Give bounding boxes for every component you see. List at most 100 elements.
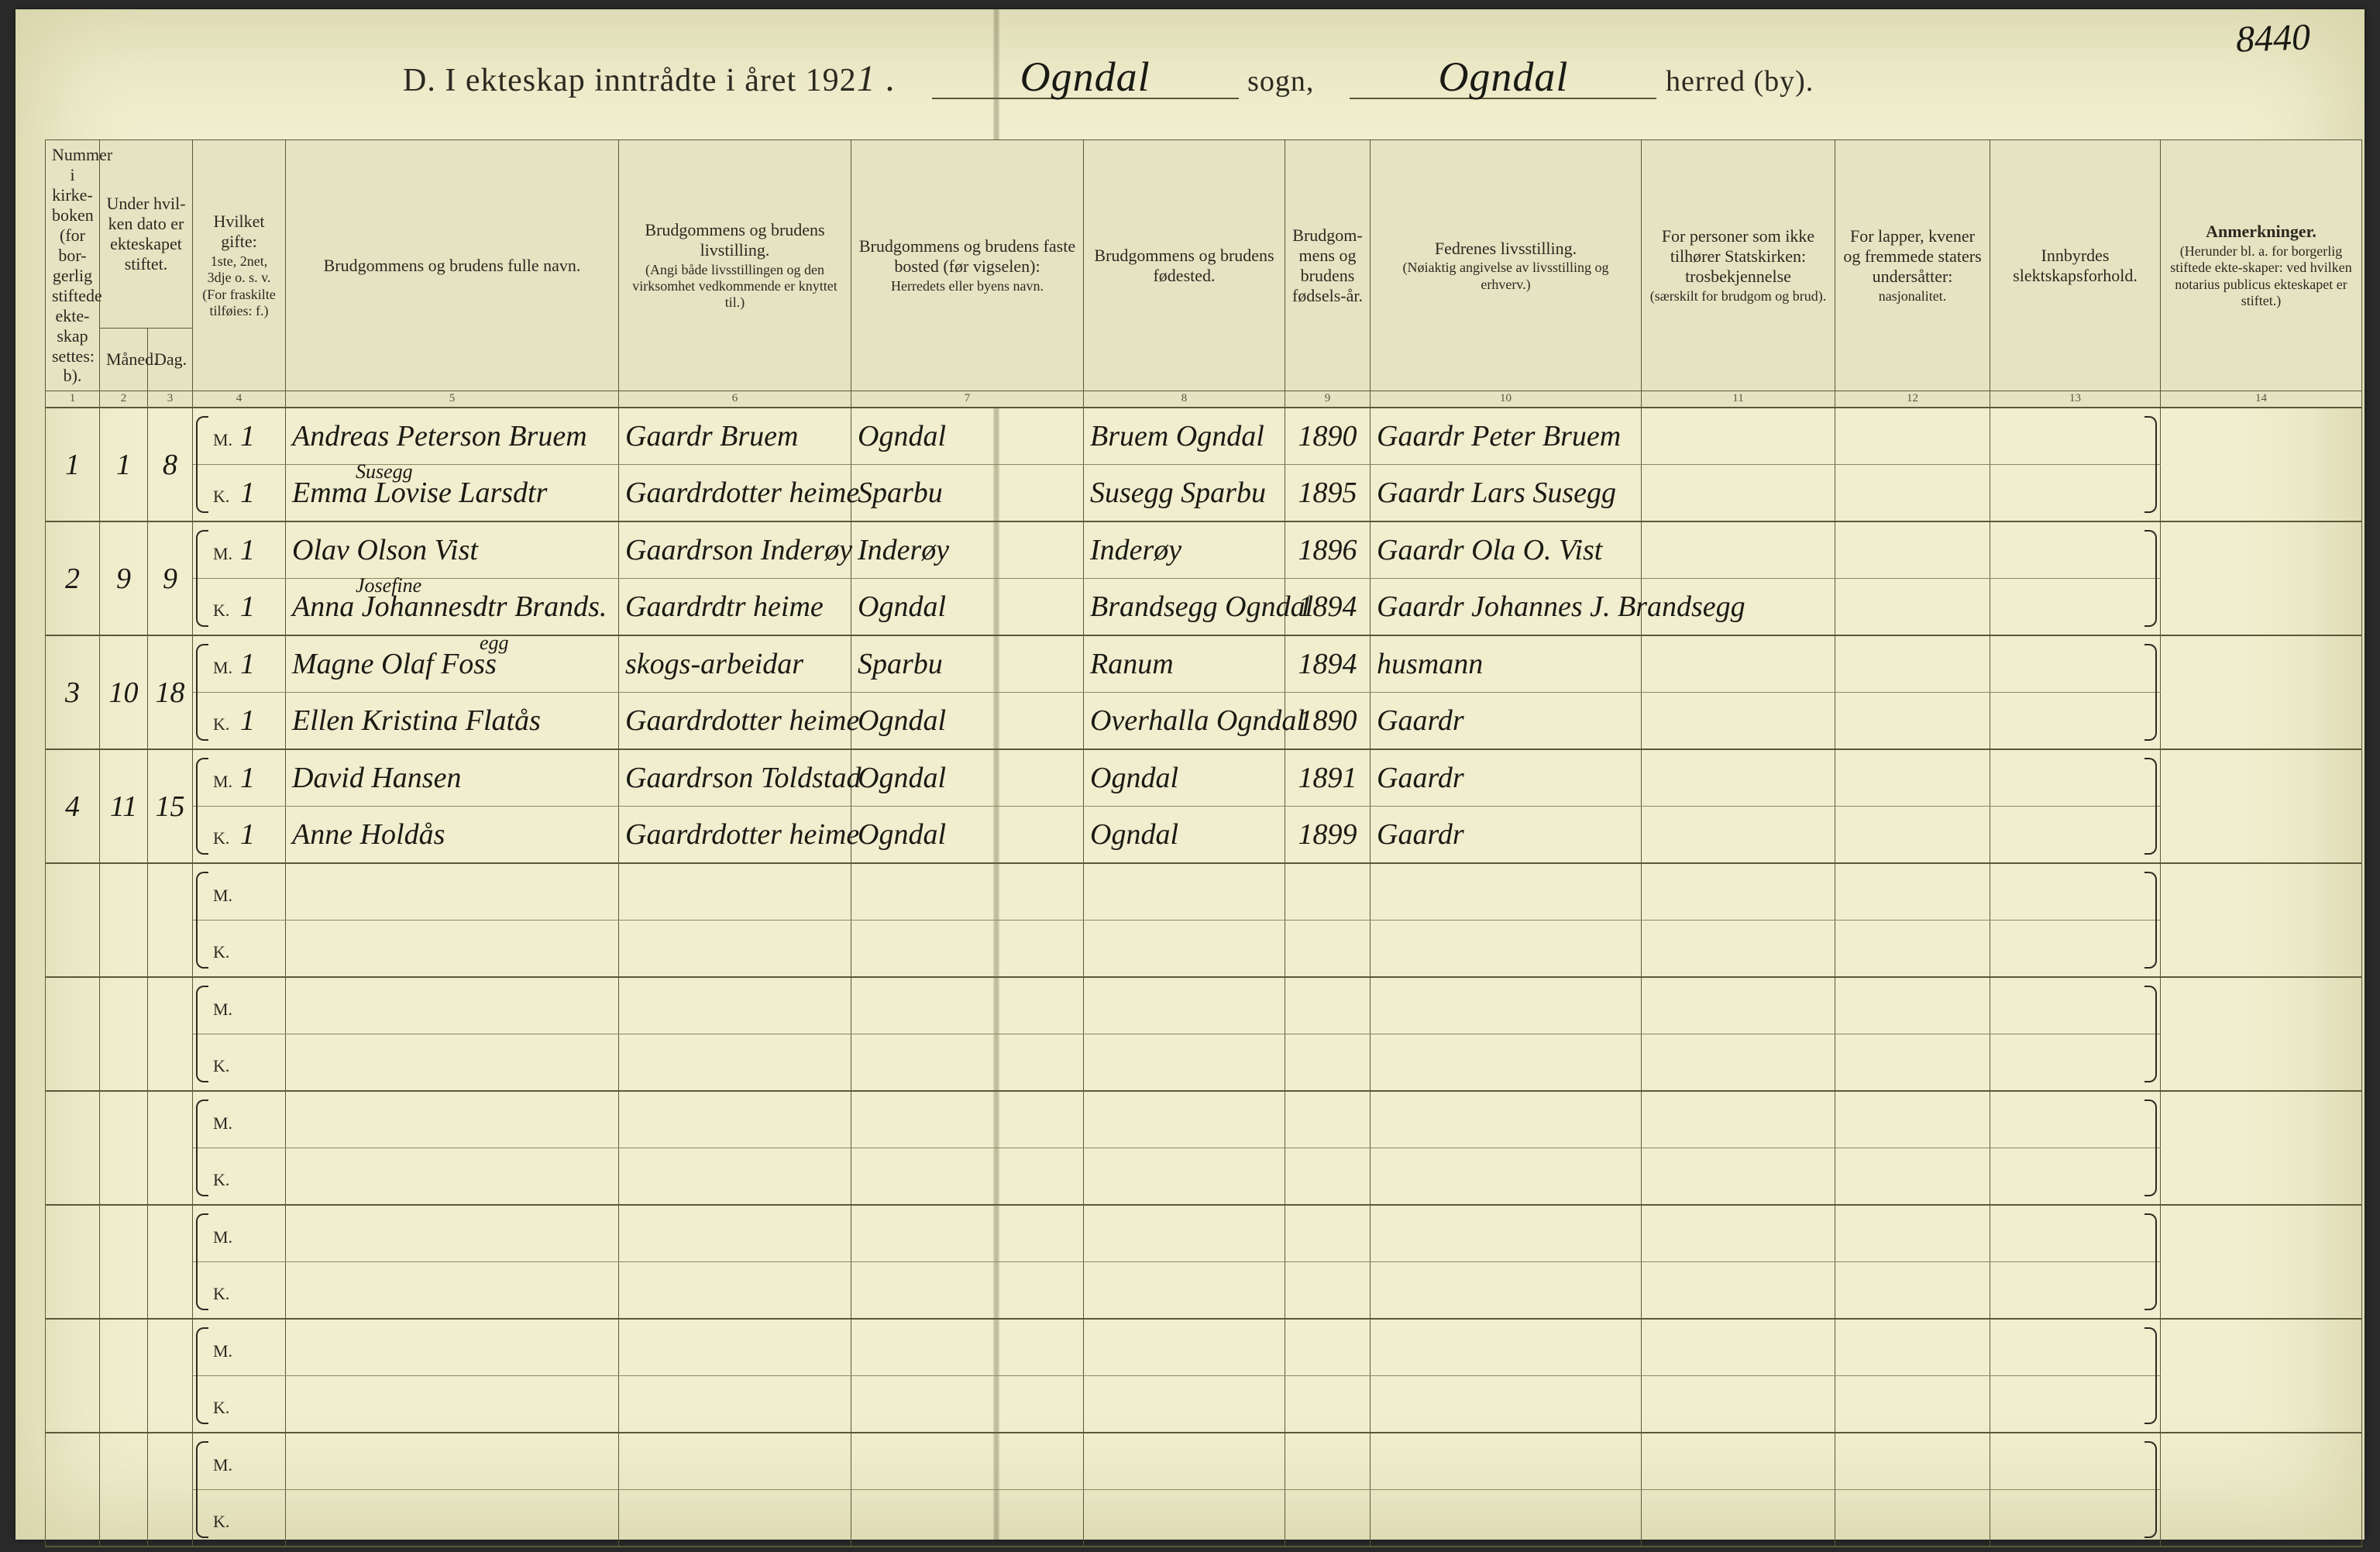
entry-slekt-k (1990, 1376, 2161, 1433)
entry-slekt-k (1990, 1034, 2161, 1092)
entry-ar-m (1285, 1091, 1371, 1148)
entry-slekt-m (1990, 977, 2161, 1034)
entry-anm (2161, 863, 2362, 977)
entry-navn-m: Olav Olson Vist (286, 521, 619, 579)
entry-nasj-m (1835, 635, 1990, 693)
entry-maned: 11 (100, 749, 148, 863)
entry-bosted-m (851, 1433, 1084, 1490)
entry-tros-k (1642, 1262, 1835, 1320)
entry-slekt-m (1990, 863, 2161, 921)
entry-tros-k (1642, 693, 1835, 750)
entry-gifte-m: M. 1 (193, 521, 286, 579)
entry-slekt-m (1990, 749, 2161, 807)
entry-fodested-m (1084, 1205, 1285, 1262)
entry-maned (100, 1205, 148, 1319)
entry-fodested-m: Ogndal (1084, 749, 1285, 807)
entry-livst-k (619, 921, 851, 978)
entry-tros-k (1642, 1376, 1835, 1433)
entry-slekt-m (1990, 1091, 2161, 1148)
entry-navn-k (286, 1148, 619, 1206)
title-herred-value: Ogndal (1350, 56, 1656, 99)
hdr-4: Hvilket gifte:1ste, 2net, 3dje o. s. v. … (193, 140, 286, 391)
entry-far-m (1371, 1205, 1642, 1262)
entry-anm (2161, 635, 2362, 749)
table-row: M. (46, 1319, 2362, 1376)
entry-ar-k (1285, 1148, 1371, 1206)
entry-far-m (1371, 1091, 1642, 1148)
entry-navn-k (286, 1490, 619, 1547)
entry-fodested-m: Bruem Ogndal (1084, 408, 1285, 465)
entry-dag (148, 1319, 193, 1433)
entry-slekt-k (1990, 921, 2161, 978)
entry-bosted-m (851, 863, 1084, 921)
table-row: 299M. 1Olav Olson VistGaard­rson Inderøy… (46, 521, 2362, 579)
entry-far-k: Gaard­r (1371, 693, 1642, 750)
entry-slekt-m (1990, 1205, 2161, 1262)
entry-slekt-k (1990, 807, 2161, 864)
entry-nasj-m (1835, 1091, 1990, 1148)
title-sogn-value: Ogndal (932, 56, 1239, 99)
register-page: 8440 D. I ekteskap inntrådte i året 1921… (15, 9, 2365, 1540)
entry-fodested-k (1084, 1376, 1285, 1433)
entry-far-k (1371, 921, 1642, 978)
entry-navn-k (286, 1262, 619, 1320)
entry-slekt-m (1990, 408, 2161, 465)
entry-dag (148, 977, 193, 1091)
title-sogn-label: sogn, (1247, 65, 1314, 98)
entry-bosted-m (851, 977, 1084, 1034)
entry-maned (100, 1433, 148, 1547)
table-row: K. (46, 921, 2362, 978)
entry-ar-k (1285, 1034, 1371, 1092)
entry-bosted-m: Inderøy (851, 521, 1084, 579)
entry-bosted-k: Sparbu (851, 465, 1084, 522)
entry-bosted-m (851, 1091, 1084, 1148)
entry-fodested-m (1084, 977, 1285, 1034)
entry-nummer: 2 (46, 521, 100, 635)
entry-maned: 9 (100, 521, 148, 635)
entry-nummer: 3 (46, 635, 100, 749)
entry-nasj-k (1835, 1262, 1990, 1320)
entry-bosted-m: Ogndal (851, 749, 1084, 807)
entry-nummer (46, 1319, 100, 1433)
entry-nummer (46, 1091, 100, 1205)
entry-gifte-k: K. (193, 1034, 286, 1092)
entry-navn-k (286, 921, 619, 978)
table-row: 41115M. 1David HansenGaard­rson Toldstad… (46, 749, 2362, 807)
entry-gifte-k: K. (193, 921, 286, 978)
entry-navn-m: Magne Olaf Fossegg (286, 635, 619, 693)
entry-dag (148, 1091, 193, 1205)
entry-fodested-k (1084, 1034, 1285, 1092)
hdr-9: Brudgom-mens og brudens fødsels-år. (1285, 140, 1371, 391)
entry-anm (2161, 408, 2362, 521)
colnum-7: 7 (851, 391, 1084, 408)
entry-nummer (46, 1205, 100, 1319)
entry-livst-k (619, 1376, 851, 1433)
entry-ar-k (1285, 1490, 1371, 1547)
entry-fodested-m (1084, 863, 1285, 921)
hdr-1: Nummer i kirke-boken (for bor-gerlig sti… (46, 140, 100, 391)
entry-gifte-k: K. 1 (193, 807, 286, 864)
page-title: D. I ekteskap inntrådte i året 1921 . Og… (403, 56, 1952, 100)
entry-livst-m (619, 977, 851, 1034)
table-row: M. (46, 1433, 2362, 1490)
entry-ar-m (1285, 977, 1371, 1034)
colnum-12: 12 (1835, 391, 1990, 408)
hdr-8: Brudgommens og brudens fødested. (1084, 140, 1285, 391)
entry-fodested-m: Inderøy (1084, 521, 1285, 579)
table-row: M. (46, 863, 2362, 921)
entry-livst-k (619, 1262, 851, 1320)
entry-gifte-m: M. 1 (193, 408, 286, 465)
page-number-handwritten: 8440 (2235, 15, 2311, 60)
entry-bosted-k (851, 1034, 1084, 1092)
entry-fodested-k: Overhalla Ogndal (1084, 693, 1285, 750)
entry-far-m: Gaard­r Peter Bruem (1371, 408, 1642, 465)
hdr-2-dag: Dag. (148, 329, 193, 391)
entry-gifte-m: M. (193, 1091, 286, 1148)
entry-navn-k (286, 1376, 619, 1433)
entry-nasj-m (1835, 1205, 1990, 1262)
table-row: 118M. 1Andreas Peterson BruemGaard­r Bru… (46, 408, 2362, 465)
entry-livst-m (619, 1319, 851, 1376)
entry-slekt-m (1990, 1319, 2161, 1376)
entry-anm (2161, 749, 2362, 863)
entry-bosted-m: Sparbu (851, 635, 1084, 693)
